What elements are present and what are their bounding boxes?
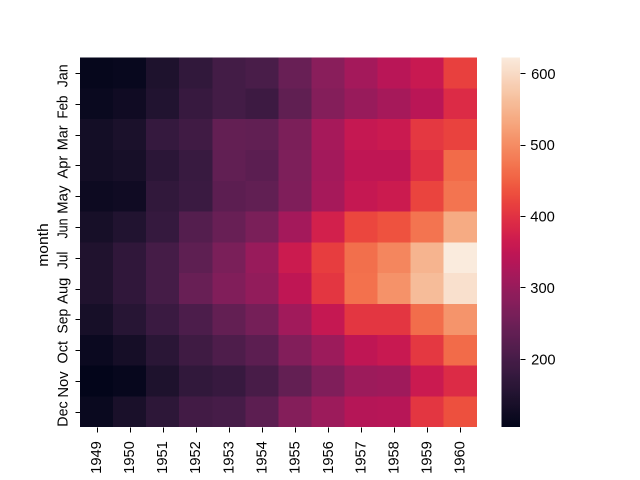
svg-text:200: 200 [531, 352, 556, 368]
svg-text:Jun: Jun [55, 218, 71, 238]
svg-text:Dec: Dec [56, 401, 72, 426]
svg-text:1959: 1959 [420, 441, 436, 474]
svg-text:1950: 1950 [122, 441, 138, 474]
svg-text:1955: 1955 [287, 441, 303, 474]
svg-text:Jan: Jan [55, 64, 71, 87]
svg-text:May: May [56, 185, 72, 214]
svg-text:1951: 1951 [155, 441, 171, 474]
svg-text:300: 300 [530, 281, 555, 297]
svg-text:Nov: Nov [56, 371, 72, 398]
svg-text:1956: 1956 [321, 441, 337, 474]
svg-text:Aug: Aug [55, 278, 71, 304]
svg-text:1957: 1957 [354, 441, 370, 474]
svg-text:Jul: Jul [55, 252, 71, 270]
svg-text:600: 600 [531, 67, 556, 83]
svg-text:1954: 1954 [254, 441, 270, 474]
svg-text:month: month [36, 223, 52, 267]
svg-text:Feb: Feb [56, 96, 72, 119]
svg-text:Apr: Apr [55, 156, 71, 179]
svg-text:400: 400 [530, 210, 555, 226]
svg-text:Mar: Mar [56, 125, 72, 150]
svg-text:Oct: Oct [55, 341, 71, 364]
svg-text:1949: 1949 [89, 441, 105, 474]
svg-text:1960: 1960 [453, 441, 469, 474]
svg-text:1953: 1953 [221, 441, 237, 474]
svg-text:500: 500 [530, 138, 555, 154]
svg-text:1952: 1952 [188, 441, 204, 474]
svg-text:Sep: Sep [55, 309, 71, 334]
svg-text:1958: 1958 [387, 441, 403, 474]
